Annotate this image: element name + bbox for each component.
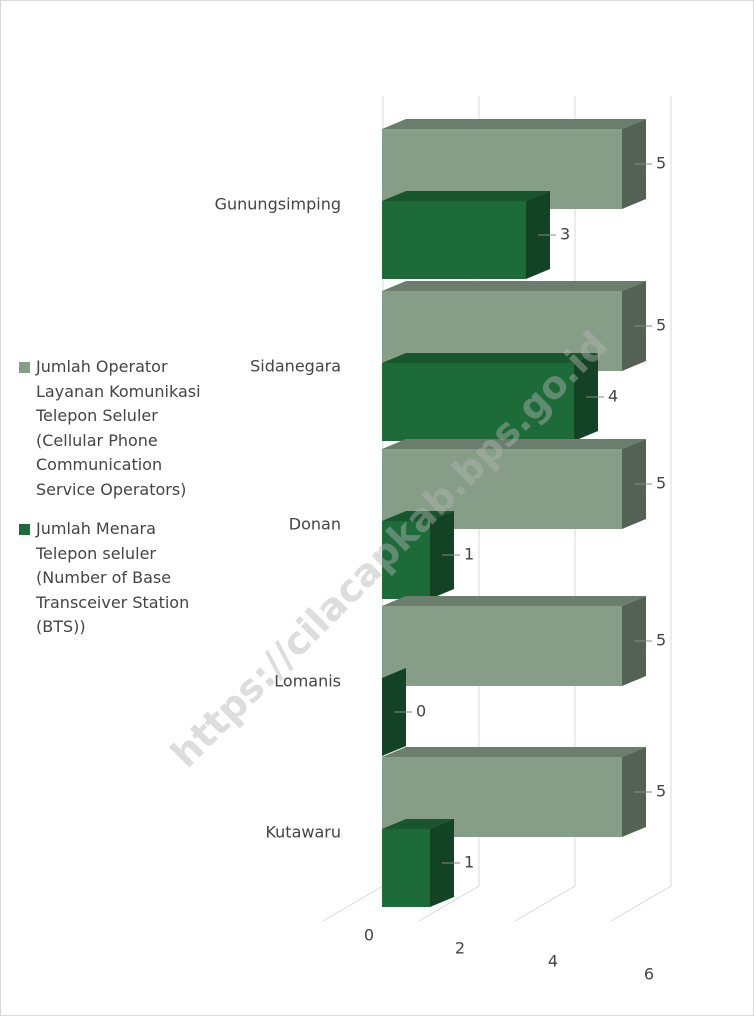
bar-top (382, 439, 646, 449)
y-tick-label: Gunungsimping (215, 195, 341, 214)
y-tick-label: Kutawaru (265, 823, 341, 842)
data-label: 1 (464, 853, 474, 872)
data-label: 3 (560, 225, 570, 244)
data-label: 5 (656, 154, 666, 173)
data-label: 1 (464, 545, 474, 564)
grid-line (610, 885, 672, 922)
data-label: 5 (656, 782, 666, 801)
legend-label: Jumlah Menara Telepon seluler (Number of… (36, 519, 190, 636)
bar-top (382, 281, 646, 291)
grid-line (322, 885, 384, 922)
bar-top (382, 596, 646, 606)
y-tick-label: Lomanis (274, 672, 341, 691)
x-tick-label: 2 (455, 939, 465, 958)
y-tick-label: Donan (289, 515, 341, 534)
data-label: 5 (656, 316, 666, 335)
grid-line (514, 885, 576, 922)
bar-top (382, 353, 598, 363)
bar-top (382, 191, 550, 201)
legend-label: Jumlah Operator Layanan Komunikasi Telep… (36, 357, 201, 499)
data-label: 5 (656, 474, 666, 493)
data-label: 4 (608, 387, 618, 406)
x-tick-label: 6 (644, 965, 654, 984)
x-tick-label: 0 (364, 926, 374, 945)
bar (382, 829, 430, 907)
data-label: 0 (416, 702, 426, 721)
data-label: 5 (656, 631, 666, 650)
legend-swatch (19, 362, 30, 373)
legend-item: Jumlah Operator Layanan Komunikasi Telep… (19, 355, 219, 502)
bar (382, 363, 574, 441)
y-tick-label: Sidanegara (250, 357, 341, 376)
legend-swatch (19, 524, 30, 535)
x-tick-label: 4 (548, 952, 558, 971)
bar (382, 521, 430, 599)
legend-item: Jumlah Menara Telepon seluler (Number of… (19, 517, 219, 640)
bar-top (382, 747, 646, 757)
bar (382, 201, 526, 279)
bar (382, 606, 622, 686)
grid-line (418, 885, 480, 922)
bar-top (382, 119, 646, 129)
